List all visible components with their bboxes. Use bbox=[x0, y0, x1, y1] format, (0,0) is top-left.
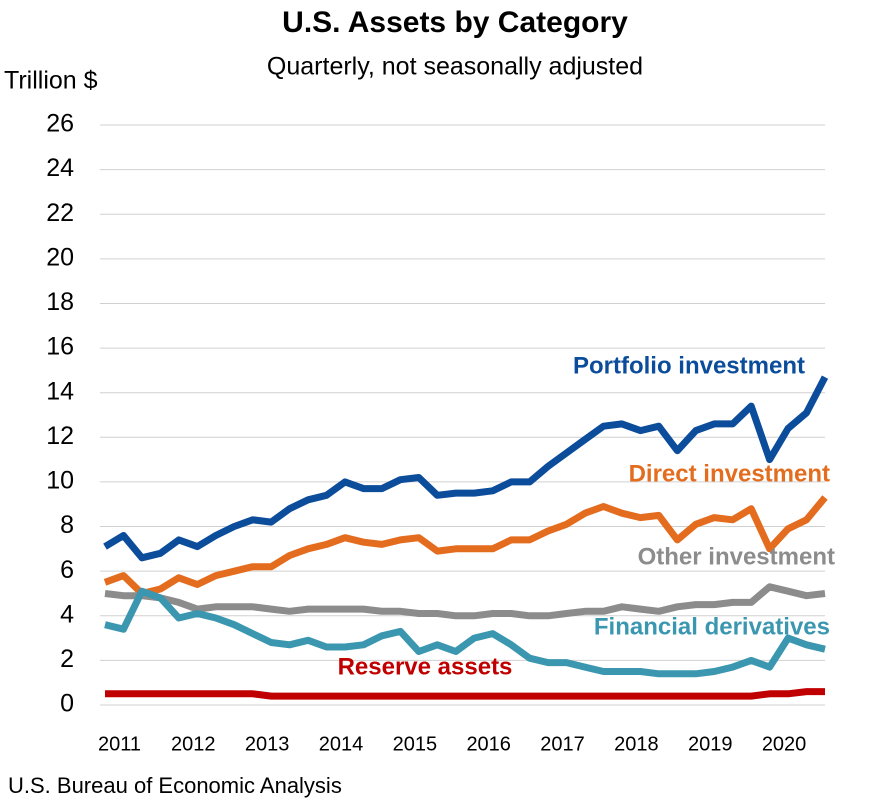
x-tick-label: 2018 bbox=[614, 733, 659, 755]
series-line bbox=[103, 375, 829, 562]
x-tick-label: 2016 bbox=[466, 733, 511, 755]
x-tick-label: 2015 bbox=[393, 733, 438, 755]
y-tick-label: 12 bbox=[46, 422, 74, 450]
y-tick-label: 20 bbox=[46, 243, 74, 271]
y-tick-label: 4 bbox=[60, 600, 74, 628]
y-tick-label: 10 bbox=[46, 467, 74, 495]
y-tick-label: 0 bbox=[60, 690, 74, 718]
series-label: Direct investment bbox=[629, 460, 830, 487]
x-tick-label: 2020 bbox=[762, 733, 807, 755]
series-label: Portfolio investment bbox=[573, 352, 805, 379]
series-label: Reserve assets bbox=[338, 653, 513, 680]
series-label: Other investment bbox=[638, 543, 835, 570]
x-tick-label: 2011 bbox=[98, 733, 141, 755]
y-tick-label: 14 bbox=[46, 377, 74, 405]
y-tick-label: 6 bbox=[60, 556, 74, 584]
chart-subtitle: Quarterly, not seasonally adjusted bbox=[267, 53, 643, 81]
x-tick-label: 2013 bbox=[245, 733, 290, 755]
series-line bbox=[104, 583, 826, 620]
series-line bbox=[103, 495, 828, 597]
series-line bbox=[104, 587, 826, 678]
x-tick-label: 2014 bbox=[319, 733, 364, 755]
source: U.S. Bureau of Economic Analysis bbox=[8, 773, 342, 798]
series-line bbox=[105, 688, 825, 700]
x-tick-label: 2012 bbox=[171, 733, 216, 755]
y-axis-label: Trillion $ bbox=[4, 67, 98, 95]
y-tick-label: 8 bbox=[60, 511, 74, 539]
x-tick-label: 2019 bbox=[688, 733, 733, 755]
y-tick-label: 26 bbox=[46, 110, 74, 138]
chart-title: U.S. Assets by Category bbox=[282, 6, 628, 39]
y-tick-label: 24 bbox=[46, 154, 74, 182]
series-label: Financial derivatives bbox=[594, 613, 830, 640]
x-tick-label: 2017 bbox=[540, 733, 585, 755]
y-tick-label: 16 bbox=[46, 333, 74, 361]
y-tick-label: 22 bbox=[46, 199, 74, 227]
y-tick-label: 2 bbox=[60, 645, 74, 673]
y-tick-label: 18 bbox=[46, 288, 74, 316]
